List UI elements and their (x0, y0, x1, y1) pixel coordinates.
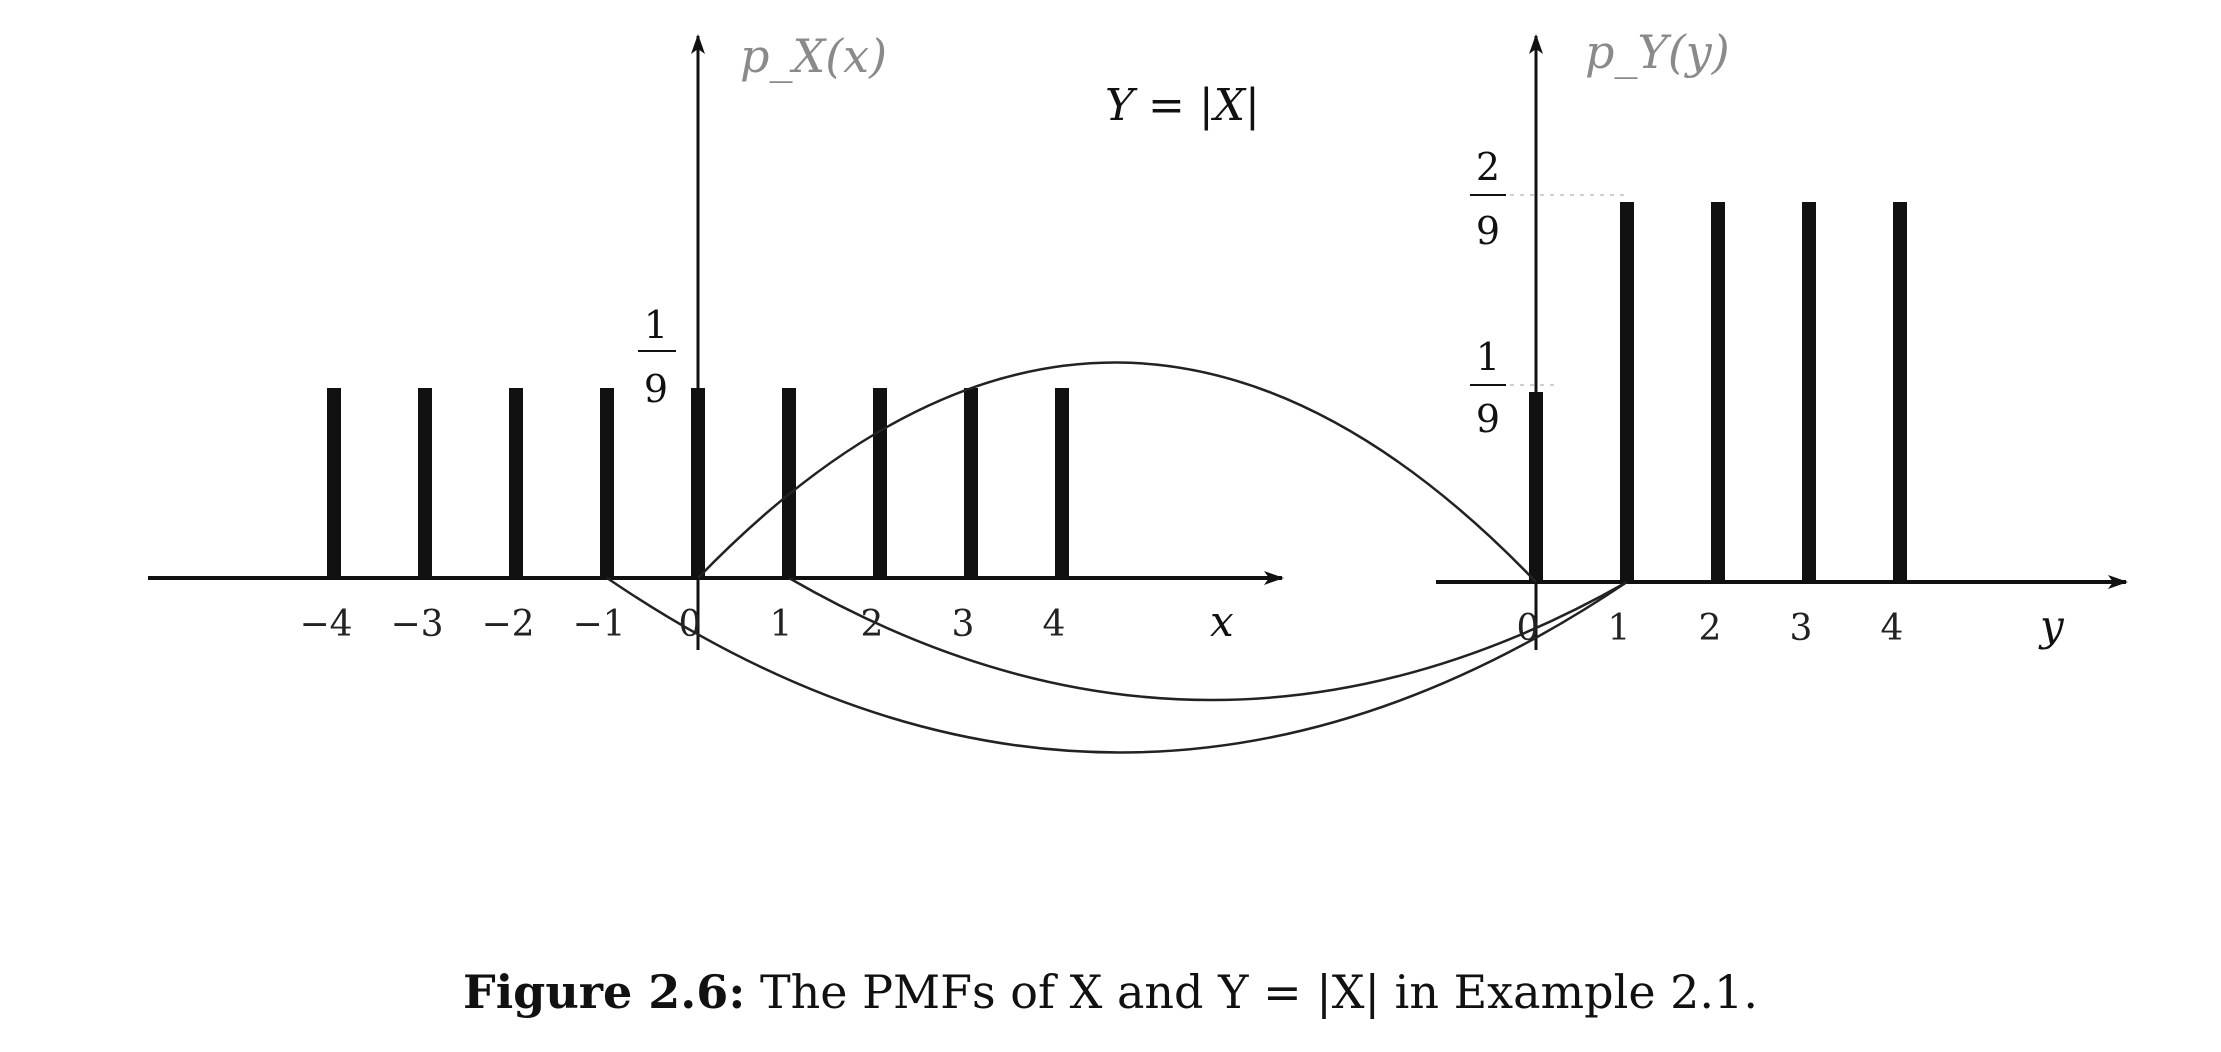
tick-label-y-2: 2 (1699, 608, 1722, 649)
bar-x--3 (418, 388, 432, 578)
bar-y-4 (1893, 202, 1907, 582)
bar-x--1 (600, 388, 614, 578)
tick-label-x--4: −4 (299, 604, 352, 645)
mapping-curve-0-to-0 (697, 361, 1537, 583)
svg-text:1: 1 (644, 303, 668, 347)
tick-label-x-3: 3 (952, 604, 975, 645)
tick-label-x--1: −1 (572, 604, 625, 645)
caption-text: The PMFs of X and Y = |X| in Example 2.1… (759, 965, 1758, 1019)
figure-caption: Figure 2.6: The PMFs of X and Y = |X| in… (0, 965, 2221, 1019)
bar-x-4 (1055, 388, 1069, 578)
tick-label-x--2: −2 (481, 604, 534, 645)
bar-y-0 (1529, 392, 1543, 582)
mapping-curve-1-to-1 (788, 576, 1628, 702)
x-axis-label: x (1210, 597, 1234, 646)
bar-x-0 (691, 388, 705, 578)
mapping-label: Y = |X| (1105, 80, 1260, 131)
svg-text:9: 9 (644, 367, 668, 411)
py-axis-label: p_Y(y) (1585, 25, 1730, 79)
tick-label-y-1: 1 (1608, 608, 1631, 649)
px-ytick-one-ninth: 1 9 (638, 303, 676, 411)
py-ytick-two-ninths: 2 9 (1470, 145, 1506, 253)
svg-text:9: 9 (1476, 397, 1500, 441)
bar-x--2 (509, 388, 523, 578)
svg-text:1: 1 (1476, 335, 1500, 379)
tick-label-y-3: 3 (1790, 608, 1813, 649)
bar-y-2 (1711, 202, 1725, 582)
bar-x--4 (327, 388, 341, 578)
mapping-curves (606, 361, 1628, 754)
svg-text:2: 2 (1476, 145, 1500, 189)
mapping-curve--1-to-1 (606, 576, 1628, 754)
px-axis-label: p_X(x) (740, 29, 887, 83)
tick-label-x-4: 4 (1043, 604, 1066, 645)
tick-label-x-0: 0 (679, 604, 702, 645)
y-axis-label: y (2038, 601, 2065, 650)
bar-y-3 (1802, 202, 1816, 582)
tick-label-x-1: 1 (770, 604, 793, 645)
tick-label-x-2: 2 (861, 604, 884, 645)
py-ytick-one-ninth: 1 9 (1470, 335, 1506, 441)
pmf-x-chart: −4 −3 −2 −1 0 1 2 3 4 p_X(x) x 1 9 (148, 29, 1284, 650)
bar-x-2 (873, 388, 887, 578)
svg-text:9: 9 (1476, 209, 1500, 253)
bar-x-3 (964, 388, 978, 578)
bar-x-1 (782, 388, 796, 578)
caption-label: Figure 2.6: (463, 965, 746, 1019)
tick-label-y-4: 4 (1881, 608, 1904, 649)
bar-y-1 (1620, 202, 1634, 582)
tick-label-x--3: −3 (390, 604, 443, 645)
